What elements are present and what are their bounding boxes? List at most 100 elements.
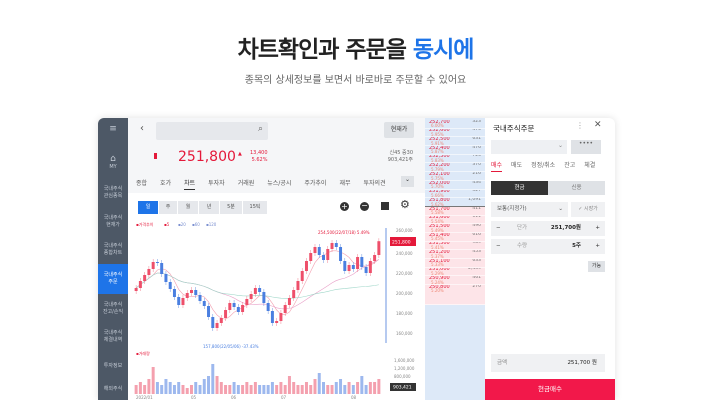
tab-balance[interactable]: 잔고 bbox=[564, 162, 576, 169]
volume-bar bbox=[368, 382, 372, 394]
sidebar-item[interactable]: 국내주식 잔고/손익 bbox=[102, 302, 124, 315]
tab-finance[interactable]: 재무 bbox=[339, 180, 351, 187]
tab-buy[interactable]: 매수 bbox=[491, 160, 503, 172]
y-tick-label: 160,000 bbox=[396, 331, 413, 336]
orderbook-row[interactable]: 252,400 5.87% 476 bbox=[425, 146, 485, 155]
cash-toggle[interactable]: 현금 bbox=[491, 181, 548, 195]
orderbook-row[interactable]: 251,100 5.33% 633 bbox=[425, 259, 485, 268]
volume-bar bbox=[322, 382, 325, 394]
orderbook-row[interactable]: 250,900 5.24% 461 bbox=[425, 276, 485, 286]
orderbook-row[interactable]: 251,400 5.45% 616 bbox=[425, 232, 485, 242]
period-month[interactable]: 월 bbox=[178, 201, 198, 214]
current-price-button[interactable]: 현재가 bbox=[384, 122, 414, 138]
order-book: 252,700 6.00% 323 252,600 5.95% 475 252,500 5.9… bbox=[425, 118, 485, 400]
password-field[interactable]: •••• bbox=[571, 140, 601, 154]
sidebar-item[interactable]: 해외주식 bbox=[103, 386, 123, 392]
zoom-in-icon[interactable]: + bbox=[340, 202, 349, 211]
cash-buy-button[interactable]: 현금매수 bbox=[485, 379, 615, 400]
orderbook-row[interactable]: 251,300 5.41% 989 bbox=[425, 241, 485, 251]
candle bbox=[356, 257, 360, 269]
close-icon[interactable]: ✕ bbox=[594, 120, 602, 130]
tab-broker[interactable]: 거래원 bbox=[237, 180, 255, 187]
candle bbox=[270, 311, 274, 323]
orderbook-row[interactable]: 252,100 5.75% 216 bbox=[425, 172, 485, 181]
orderbook-row[interactable]: 252,300 5.83% 726 bbox=[425, 154, 485, 164]
tab-fills[interactable]: 체결 bbox=[584, 162, 596, 169]
volume-bar bbox=[207, 376, 211, 394]
market-price-checkbox[interactable]: ✓ 시장가 bbox=[571, 202, 605, 217]
tab-summary[interactable]: 종합 bbox=[136, 180, 148, 187]
candle bbox=[211, 317, 215, 328]
orderbook-row[interactable]: 251,700 5.58% 411 bbox=[425, 205, 485, 217]
plus-icon[interactable]: + bbox=[595, 243, 600, 249]
tab-trend[interactable]: 주가추이 bbox=[304, 180, 327, 187]
orderbook-row[interactable]: 252,700 6.00% 323 bbox=[425, 120, 485, 129]
period-day[interactable]: 일 bbox=[138, 201, 158, 214]
orderbook-row[interactable]: 251,900 5.66% 327 bbox=[425, 189, 485, 199]
orderbook-row[interactable]: 252,000 5.70% 434 bbox=[425, 180, 485, 190]
tab-investor[interactable]: 투자자 bbox=[208, 180, 225, 187]
sidebar-item[interactable]: 투자정보 bbox=[103, 363, 123, 369]
orderbook-row[interactable]: 251,500 5.49% 490 bbox=[425, 224, 485, 233]
period-week[interactable]: 주 bbox=[159, 201, 177, 214]
order-type-select[interactable]: 보통(지정가) ⌄ bbox=[491, 202, 568, 217]
orderbook-row[interactable]: 250,800 5.20% 270 bbox=[425, 285, 485, 306]
orderbook-row[interactable]: 252,600 5.95% 475 bbox=[425, 128, 485, 138]
more-options-icon[interactable]: ⋮ bbox=[576, 121, 584, 130]
period-5min[interactable]: 5분 bbox=[220, 201, 242, 214]
zoom-out-icon[interactable]: − bbox=[360, 201, 369, 211]
orderbook-row[interactable]: 252,200 5.79% 370 bbox=[425, 163, 485, 173]
candle bbox=[232, 303, 236, 307]
tab-opinion[interactable]: 투자의견 bbox=[363, 180, 386, 187]
sidebar-item[interactable]: 국내주식 관심종목 bbox=[103, 186, 123, 199]
period-15tick[interactable]: 15틱 bbox=[243, 201, 267, 214]
volume-tick-label: 1,600,000 bbox=[394, 358, 415, 363]
price-chart[interactable]: ▪가격추이 ▪5 ▪20 ▪60 ▪120 260,000 240,000 220,000 20… bbox=[128, 118, 425, 400]
price-stepper[interactable]: − 단가 251,700원 + bbox=[491, 221, 605, 236]
volume-bar bbox=[339, 379, 343, 394]
orderbook-rate: 5.29% bbox=[431, 271, 444, 277]
orderbook-row[interactable]: 251,000 5.29% 2,439 bbox=[425, 267, 485, 277]
tab-quote[interactable]: 호가 bbox=[160, 180, 172, 187]
quantity-stepper[interactable]: − 수량 5주 + bbox=[491, 239, 605, 254]
menu-icon[interactable]: ≡ bbox=[109, 124, 117, 134]
volume-bar bbox=[317, 373, 321, 394]
sidebar-item[interactable]: 국내주식 종합차트 bbox=[103, 243, 123, 256]
volume-bar bbox=[330, 385, 334, 394]
volume-bar bbox=[373, 382, 377, 394]
settings-gear-icon[interactable]: ⚙ bbox=[400, 198, 410, 211]
available-button[interactable]: 가능 bbox=[588, 261, 605, 272]
fullscreen-icon[interactable] bbox=[381, 202, 389, 210]
app-window: ≡ ⌂ MY 국내주식 관심종목 국내주식 현재가 국내주식 종합차트 국내주식 … bbox=[98, 118, 615, 400]
orderbook-row[interactable]: 252,500 5.91% 631 bbox=[425, 137, 485, 147]
orderbook-row[interactable]: 251,600 5.54% 611 bbox=[425, 215, 485, 225]
back-icon[interactable]: ‹ bbox=[140, 123, 144, 134]
minus-icon[interactable]: − bbox=[496, 225, 501, 231]
order-type-value: 보통(지정가) bbox=[497, 206, 527, 212]
orderbook-row[interactable]: 251,800 5.62% 1,091 bbox=[425, 198, 485, 207]
tab-modify[interactable]: 정정/취소 bbox=[531, 162, 556, 169]
candle bbox=[360, 257, 364, 267]
minus-icon[interactable]: − bbox=[496, 243, 501, 249]
volume-bar bbox=[194, 382, 198, 394]
sidebar-item[interactable]: 국내주식 현재가 bbox=[103, 215, 123, 228]
period-year[interactable]: 년 bbox=[199, 201, 219, 214]
volume-bar bbox=[309, 385, 313, 394]
account-select[interactable]: ⌄ bbox=[491, 140, 567, 154]
sidebar-item-my[interactable]: ⌂ MY bbox=[98, 154, 128, 171]
plus-icon[interactable]: + bbox=[595, 225, 600, 231]
sidebar-item[interactable]: 국내주식 체결내역 bbox=[103, 330, 123, 343]
tab-news[interactable]: 뉴스/공시 bbox=[267, 180, 292, 187]
order-tabs: 매수 매도 정정/취소 잔고 체결 bbox=[491, 160, 595, 172]
tab-sell[interactable]: 매도 bbox=[511, 162, 523, 169]
sidebar-item-order[interactable]: 국내주식 주문 bbox=[98, 264, 128, 294]
orderbook-qty: 1,091 bbox=[468, 198, 481, 202]
search-icon[interactable]: ⌕ bbox=[257, 124, 263, 134]
orderbook-row[interactable]: 251,200 5.37% 453 bbox=[425, 250, 485, 259]
tab-chart[interactable]: 차트 bbox=[184, 178, 196, 190]
candle bbox=[334, 243, 338, 247]
credit-toggle[interactable]: 신용 bbox=[548, 181, 605, 195]
stock-search-input[interactable]: ⌕ bbox=[156, 122, 268, 140]
more-tabs-chevron-icon[interactable]: ⌄ bbox=[401, 176, 414, 187]
volume-tag-label: 903,421 bbox=[393, 385, 412, 391]
